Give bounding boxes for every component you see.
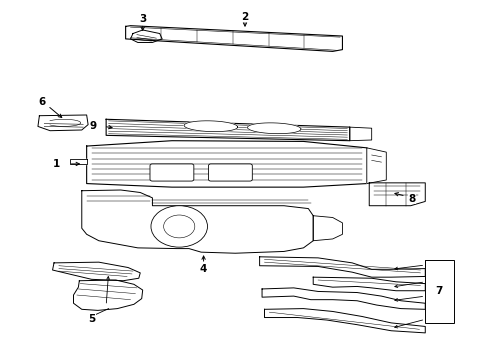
Polygon shape: [262, 288, 425, 309]
Text: 6: 6: [38, 97, 46, 107]
FancyBboxPatch shape: [150, 164, 194, 181]
Text: 9: 9: [89, 121, 97, 131]
Bar: [425, 260, 454, 323]
Polygon shape: [350, 127, 372, 141]
Text: 1: 1: [52, 159, 60, 169]
Circle shape: [151, 206, 207, 247]
Polygon shape: [52, 262, 140, 281]
Polygon shape: [74, 280, 143, 310]
Text: 7: 7: [436, 287, 443, 296]
Polygon shape: [70, 158, 87, 164]
FancyBboxPatch shape: [208, 164, 252, 181]
Polygon shape: [130, 30, 162, 42]
Polygon shape: [184, 121, 238, 132]
Polygon shape: [313, 216, 343, 241]
Polygon shape: [265, 309, 425, 333]
Polygon shape: [369, 183, 425, 206]
Text: 8: 8: [409, 194, 416, 203]
Polygon shape: [313, 277, 425, 291]
Polygon shape: [367, 148, 386, 184]
Polygon shape: [247, 123, 301, 134]
Polygon shape: [260, 257, 425, 277]
Polygon shape: [82, 190, 313, 253]
Polygon shape: [87, 141, 367, 187]
Text: 3: 3: [139, 14, 147, 24]
Text: 4: 4: [200, 264, 207, 274]
Polygon shape: [106, 119, 350, 141]
Polygon shape: [125, 26, 343, 51]
Text: 2: 2: [242, 12, 248, 22]
Text: 5: 5: [88, 314, 95, 324]
Circle shape: [164, 215, 195, 238]
Polygon shape: [38, 115, 88, 131]
